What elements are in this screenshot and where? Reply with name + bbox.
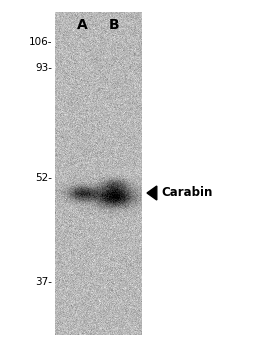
Text: A: A	[77, 18, 87, 32]
Polygon shape	[147, 186, 157, 200]
Text: 106-: 106-	[28, 37, 52, 47]
Text: 93-: 93-	[35, 63, 52, 73]
Text: 52-: 52-	[35, 173, 52, 183]
Text: B: B	[109, 18, 119, 32]
Text: Carabin: Carabin	[162, 187, 213, 200]
Text: 37-: 37-	[35, 277, 52, 287]
